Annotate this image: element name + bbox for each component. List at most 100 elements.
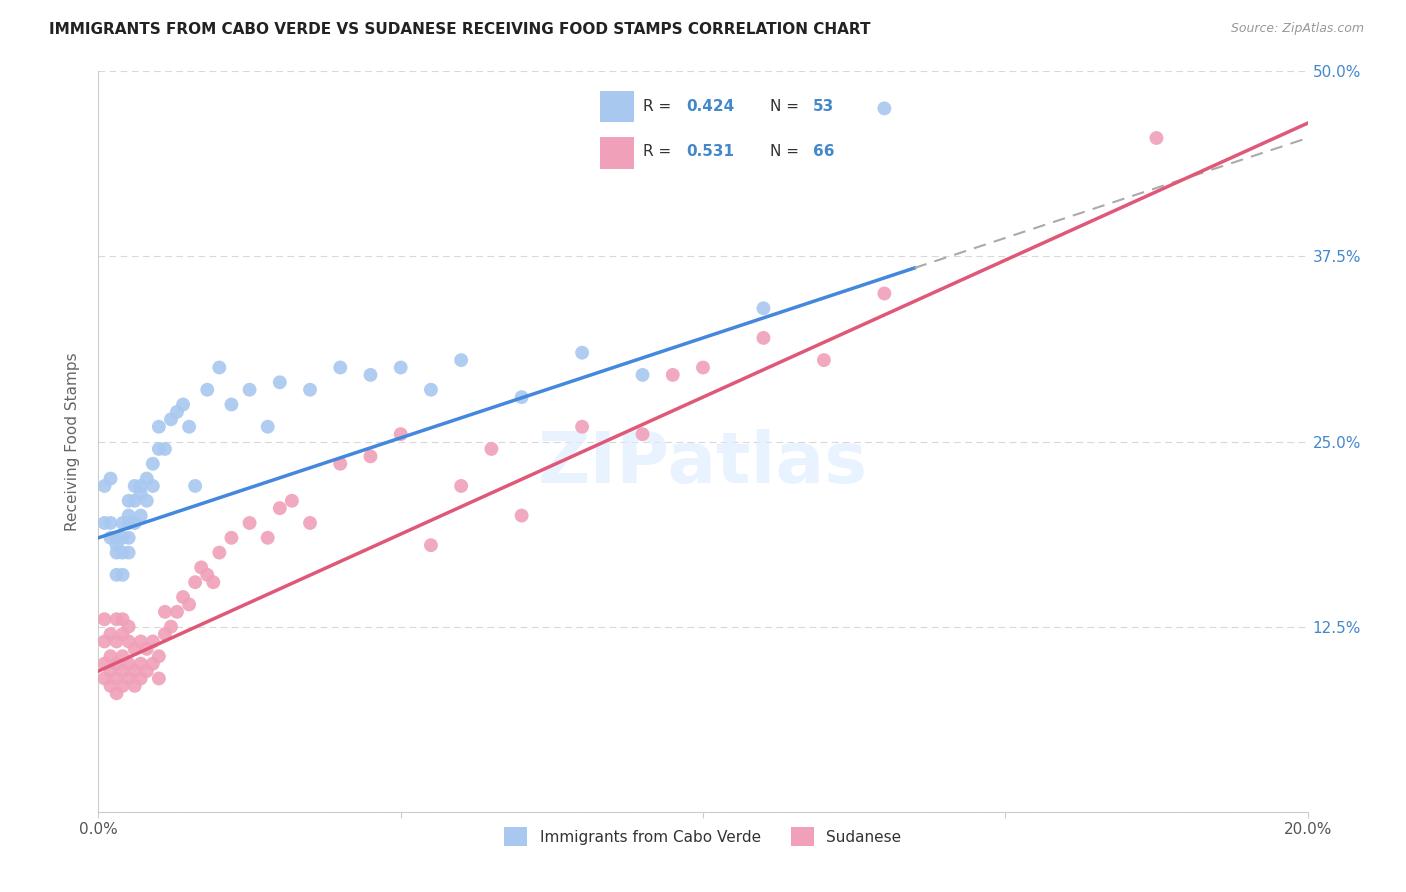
Point	[124, 641, 146, 656]
Point	[148, 442, 170, 456]
Text: R =: R =	[643, 99, 676, 114]
Y-axis label: Receiving Food Stamps: Receiving Food Stamps	[65, 352, 80, 531]
Point	[93, 612, 115, 626]
Point	[118, 634, 141, 648]
Point	[631, 427, 654, 442]
Point	[631, 368, 654, 382]
Point	[202, 575, 225, 590]
Point	[111, 531, 134, 545]
Text: ZIPatlas: ZIPatlas	[538, 429, 868, 499]
Point	[179, 419, 201, 434]
Point	[190, 560, 212, 574]
Point	[124, 516, 146, 530]
Point	[329, 457, 352, 471]
Point	[142, 634, 165, 648]
Point	[153, 605, 176, 619]
Point	[93, 634, 115, 648]
Point	[105, 672, 128, 686]
Point	[148, 672, 170, 686]
Point	[221, 398, 243, 412]
Point	[813, 353, 835, 368]
Point	[160, 412, 183, 426]
Point	[111, 664, 134, 678]
Point	[118, 546, 141, 560]
Point	[179, 598, 201, 612]
Point	[105, 531, 128, 545]
Point	[100, 649, 122, 664]
Point	[221, 531, 243, 545]
Text: 0.424: 0.424	[686, 99, 735, 114]
Point	[142, 479, 165, 493]
Point	[571, 345, 593, 359]
Point	[661, 368, 683, 382]
Point	[1144, 131, 1167, 145]
Point	[111, 649, 134, 664]
Point	[111, 516, 134, 530]
Point	[118, 493, 141, 508]
Point	[124, 664, 146, 678]
Point	[135, 493, 157, 508]
Point	[105, 567, 128, 582]
Point	[172, 590, 194, 604]
Point	[148, 649, 170, 664]
Point	[118, 508, 141, 523]
Text: Source: ZipAtlas.com: Source: ZipAtlas.com	[1230, 22, 1364, 36]
Point	[111, 679, 134, 693]
Point	[100, 664, 122, 678]
Point	[111, 627, 134, 641]
Text: 0.531: 0.531	[686, 145, 734, 160]
Point	[129, 634, 152, 648]
Point	[571, 419, 593, 434]
Point	[195, 567, 218, 582]
Point	[105, 612, 128, 626]
Text: IMMIGRANTS FROM CABO VERDE VS SUDANESE RECEIVING FOOD STAMPS CORRELATION CHART: IMMIGRANTS FROM CABO VERDE VS SUDANESE R…	[49, 22, 870, 37]
Point	[153, 627, 176, 641]
Point	[100, 679, 122, 693]
Point	[135, 664, 157, 678]
Point	[752, 301, 775, 316]
Point	[269, 501, 291, 516]
Point	[100, 516, 122, 530]
Point	[93, 657, 115, 671]
Point	[329, 360, 352, 375]
Point	[360, 450, 382, 464]
Point	[118, 672, 141, 686]
Point	[129, 479, 152, 493]
Point	[93, 516, 115, 530]
Point	[873, 286, 896, 301]
Point	[142, 657, 165, 671]
Point	[93, 672, 115, 686]
Point	[93, 479, 115, 493]
Point	[124, 493, 146, 508]
Point	[153, 442, 176, 456]
Text: N =: N =	[770, 99, 804, 114]
Point	[111, 546, 134, 560]
Point	[239, 383, 262, 397]
Point	[105, 657, 128, 671]
Bar	[600, 137, 634, 169]
Point	[184, 575, 207, 590]
Point	[256, 419, 278, 434]
Point	[299, 383, 322, 397]
Point	[111, 567, 134, 582]
Point	[184, 479, 207, 493]
Point	[420, 538, 443, 552]
Point	[389, 427, 412, 442]
Point	[118, 619, 141, 633]
Bar	[600, 91, 634, 122]
Point	[360, 368, 382, 382]
Point	[208, 360, 231, 375]
Point	[299, 516, 322, 530]
Point	[135, 471, 157, 485]
Point	[239, 516, 262, 530]
Point	[129, 486, 152, 500]
Point	[135, 641, 157, 656]
Point	[692, 360, 714, 375]
Point	[420, 383, 443, 397]
Point	[166, 605, 188, 619]
Point	[105, 686, 128, 700]
Point	[105, 538, 128, 552]
Point	[160, 619, 183, 633]
Point	[389, 360, 412, 375]
Point	[129, 672, 152, 686]
